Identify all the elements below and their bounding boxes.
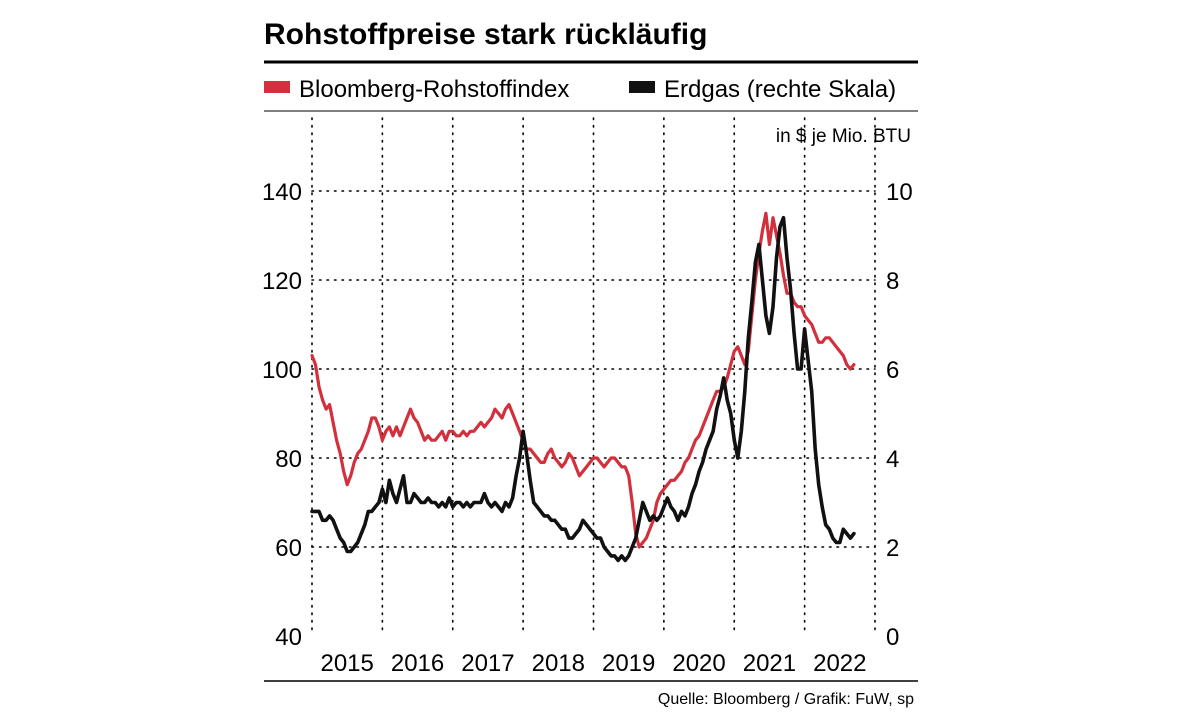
y-left-tick-label: 60 bbox=[275, 535, 302, 562]
x-tick-label: 2016 bbox=[391, 650, 444, 677]
series-line-1 bbox=[310, 215, 856, 563]
legend-swatch-erdgas bbox=[629, 81, 655, 93]
y-right-tick-label: 6 bbox=[886, 357, 899, 384]
y-right-tick-label: 0 bbox=[886, 624, 899, 651]
x-tick-label: 2021 bbox=[743, 650, 796, 677]
chart-title: Rohstoffpreise stark rückläufig bbox=[264, 18, 707, 51]
series-line-0 bbox=[310, 211, 856, 549]
legend: Bloomberg-Rohstoffindex Erdgas (rechte S… bbox=[264, 76, 896, 103]
x-tick-label: 2018 bbox=[532, 650, 585, 677]
y-right-tick-label: 4 bbox=[886, 446, 899, 473]
unit-label: in $ je Mio. BTU bbox=[776, 126, 911, 147]
grid bbox=[311, 117, 876, 633]
y-left-tick-label: 80 bbox=[275, 446, 302, 473]
x-ticks: 2015 2016 2017 2018 2019 2020 2021 2022 bbox=[320, 650, 866, 677]
legend-swatch-rohstoffindex bbox=[264, 81, 290, 93]
legend-label-rohstoffindex: Bloomberg-Rohstoffindex bbox=[299, 76, 569, 103]
x-tick-label: 2022 bbox=[813, 650, 866, 677]
y-right-tick-label: 2 bbox=[886, 535, 899, 562]
x-tick-label: 2017 bbox=[461, 650, 514, 677]
y-left-tick-label: 40 bbox=[275, 624, 302, 651]
y-left-tick-label: 100 bbox=[262, 357, 302, 384]
x-tick-label: 2020 bbox=[672, 650, 725, 677]
x-tick-label: 2015 bbox=[320, 650, 373, 677]
y-right-ticks: 0 2 4 6 8 10 bbox=[886, 179, 913, 651]
y-left-tick-label: 120 bbox=[262, 268, 302, 295]
y-left-tick-label: 140 bbox=[262, 179, 302, 206]
x-tick-label: 2019 bbox=[602, 650, 655, 677]
series bbox=[310, 211, 856, 563]
y-right-tick-label: 8 bbox=[886, 268, 899, 295]
y-right-tick-label: 10 bbox=[886, 179, 913, 206]
source-note: Quelle: Bloomberg / Grafik: FuW, sp bbox=[658, 691, 914, 708]
y-left-ticks: 40 60 80 100 120 140 bbox=[262, 179, 302, 651]
legend-label-erdgas: Erdgas (rechte Skala) bbox=[664, 76, 896, 103]
